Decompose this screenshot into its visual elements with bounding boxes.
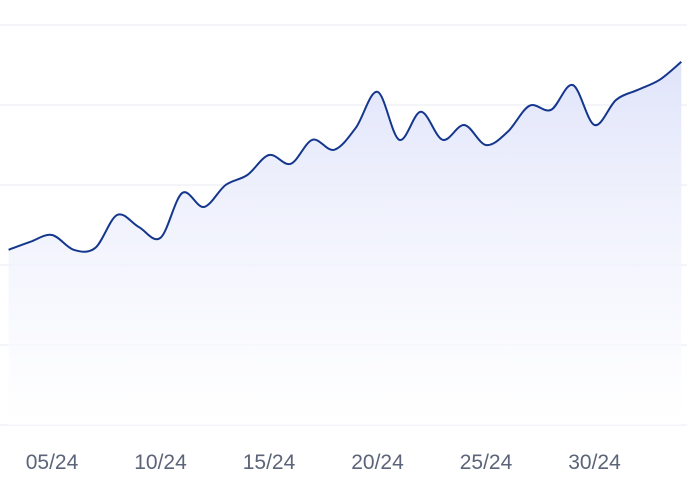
x-tick-label: 30/24 bbox=[568, 451, 621, 474]
x-tick-label: 15/24 bbox=[243, 451, 296, 474]
x-tick-label: 20/24 bbox=[351, 451, 404, 474]
x-tick-label: 25/24 bbox=[460, 451, 513, 474]
line bbox=[8, 61, 682, 253]
x-tick-label: 05/24 bbox=[26, 451, 79, 474]
area-fill bbox=[8, 61, 682, 426]
x-tick-label: 10/24 bbox=[134, 451, 187, 474]
